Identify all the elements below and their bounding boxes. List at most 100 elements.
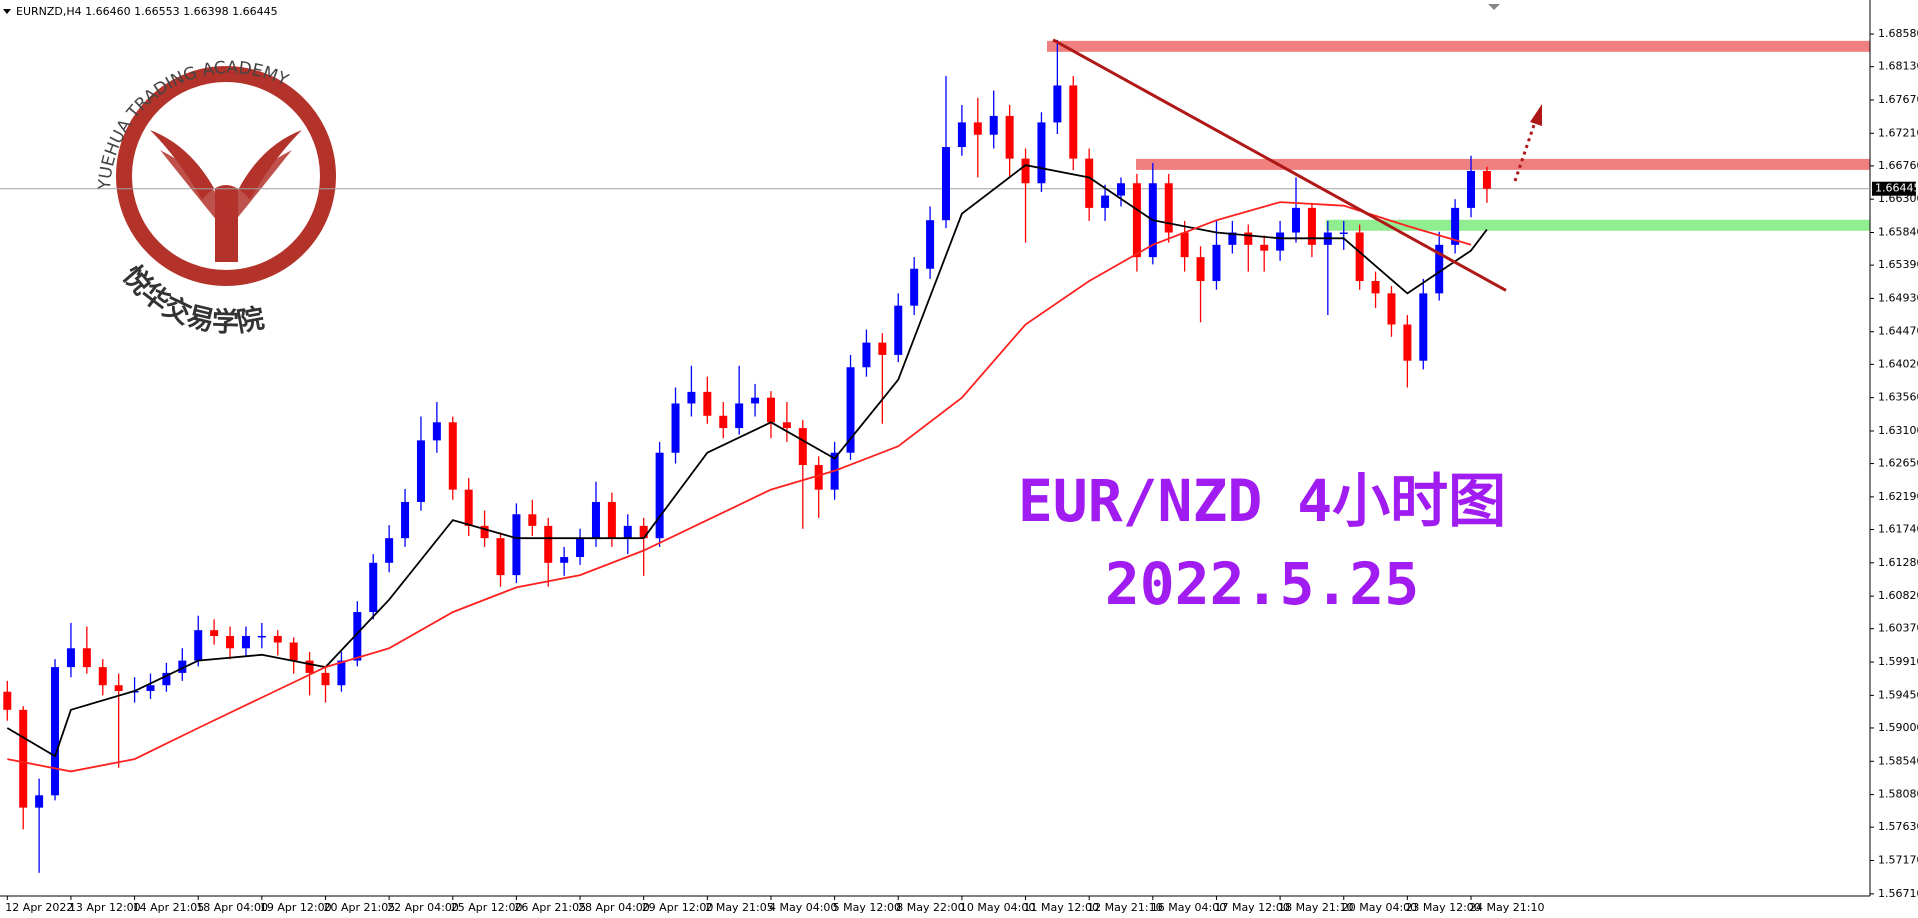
candle-body — [321, 672, 330, 686]
candle-body — [1435, 244, 1444, 294]
candle-body — [1276, 232, 1285, 251]
y-tick-label: 1.67670 — [1878, 93, 1918, 106]
price-label: 1.66445 — [1875, 182, 1918, 195]
candle-body — [289, 642, 298, 661]
candle-body — [464, 489, 473, 526]
candle-body — [1212, 244, 1221, 282]
candle-body — [1482, 170, 1491, 189]
candle-body — [1260, 244, 1269, 251]
candle-body — [926, 220, 935, 269]
candle-body — [1292, 207, 1301, 233]
candle-body — [1371, 281, 1380, 294]
x-tick-label: 10 May 04:00 — [960, 901, 1035, 914]
candle-body — [257, 635, 266, 638]
y-tick-label: 1.61280 — [1878, 556, 1918, 569]
candle-body — [448, 422, 457, 490]
candle-body — [623, 525, 632, 539]
candle-body — [1467, 170, 1476, 208]
header: EURNZD,H4 1.66460 1.66553 1.66398 1.6644… — [16, 5, 278, 18]
candle-body — [1228, 232, 1237, 245]
level-zone — [1047, 40, 1870, 52]
y-tick-label: 1.68130 — [1878, 60, 1918, 73]
candle-body — [528, 514, 537, 526]
y-tick-label: 1.63560 — [1878, 391, 1918, 404]
candle-body — [544, 525, 553, 563]
candle-body — [1403, 324, 1412, 361]
ma-line — [7, 201, 1472, 773]
arrow-head — [1530, 104, 1542, 126]
candle-body — [3, 691, 12, 710]
ma-line — [6, 164, 1488, 758]
candle-body — [51, 667, 60, 796]
y-tick-label: 1.68580 — [1878, 27, 1918, 40]
candle-body — [814, 465, 823, 490]
candle-body — [1069, 85, 1078, 159]
x-tick-label: 16 May 04:00 — [1151, 901, 1226, 914]
candle-body — [194, 630, 203, 661]
y-tick-label: 1.57170 — [1878, 854, 1918, 867]
x-tick-label: 13 Apr 12:00 — [69, 901, 141, 914]
chart-subtitle: 2022.5.25 — [1105, 550, 1419, 618]
candle-body — [798, 428, 807, 466]
candle-body — [591, 501, 600, 539]
x-tick-label: 19 Apr 12:00 — [260, 901, 332, 914]
candle-body — [894, 305, 903, 355]
x-tick-label: 8 May 22:00 — [896, 901, 964, 914]
y-tick-label: 1.66760 — [1878, 159, 1918, 172]
x-tick-label: 26 Apr 21:05 — [514, 901, 586, 914]
x-tick-label: 24 May 21:10 — [1469, 901, 1544, 914]
candle-body — [719, 415, 728, 429]
x-tick-label: 5 May 12:00 — [833, 901, 901, 914]
price-box — [1872, 181, 1916, 196]
x-tick-label: 22 Apr 04:00 — [387, 901, 459, 914]
candle-body — [735, 403, 744, 429]
candle-body — [1419, 293, 1428, 361]
candle-body — [1053, 85, 1062, 123]
candle-body — [1005, 115, 1014, 159]
y-tick-label: 1.62650 — [1878, 457, 1918, 470]
candle-body — [369, 562, 378, 613]
arrow-shaft — [1513, 121, 1537, 182]
candle-body — [941, 147, 950, 221]
candle-body — [480, 525, 489, 539]
candle-body — [146, 685, 155, 692]
candle-body — [98, 667, 107, 686]
candle-body — [751, 397, 760, 404]
y-tick-label: 1.61740 — [1878, 522, 1918, 535]
candle-body — [496, 538, 505, 576]
x-tick-label: 11 May 12:00 — [1024, 901, 1099, 914]
y-tick-label: 1.58540 — [1878, 754, 1918, 767]
candle-body — [114, 685, 123, 692]
candle-body — [210, 630, 219, 636]
candle-body — [82, 648, 91, 668]
x-tick-label: 20 May 04:00 — [1342, 901, 1417, 914]
candle-body — [989, 115, 998, 135]
x-tick-label: 4 May 04:00 — [769, 901, 837, 914]
candle-body — [910, 268, 919, 306]
menu-arrow — [3, 9, 11, 14]
candle-body — [1037, 122, 1046, 184]
candle-body — [1451, 207, 1460, 245]
x-tick-label: 23 May 12:00 — [1405, 901, 1480, 914]
y-tick-label: 1.64930 — [1878, 291, 1918, 304]
candle-body — [1307, 207, 1316, 245]
candle-body — [862, 342, 871, 368]
candle-body — [1132, 183, 1141, 258]
candle-body — [512, 514, 521, 576]
x-tick-label: 28 Apr 04:00 — [578, 901, 650, 914]
candle-body — [385, 538, 394, 563]
x-tick-label: 12 Apr 2022 — [5, 901, 73, 914]
candle-body — [1196, 257, 1205, 282]
candle-body — [846, 367, 855, 453]
candle-body — [226, 635, 235, 649]
candle-body — [1117, 183, 1125, 196]
candle-body — [576, 538, 585, 558]
candle-body — [353, 612, 362, 661]
scroll-marker — [1488, 4, 1500, 10]
candle-body — [1387, 293, 1396, 325]
candle-body — [1244, 232, 1253, 245]
x-tick-label: 17 May 12:00 — [1214, 901, 1289, 914]
candle-body — [162, 672, 171, 686]
candle-body — [655, 452, 664, 539]
